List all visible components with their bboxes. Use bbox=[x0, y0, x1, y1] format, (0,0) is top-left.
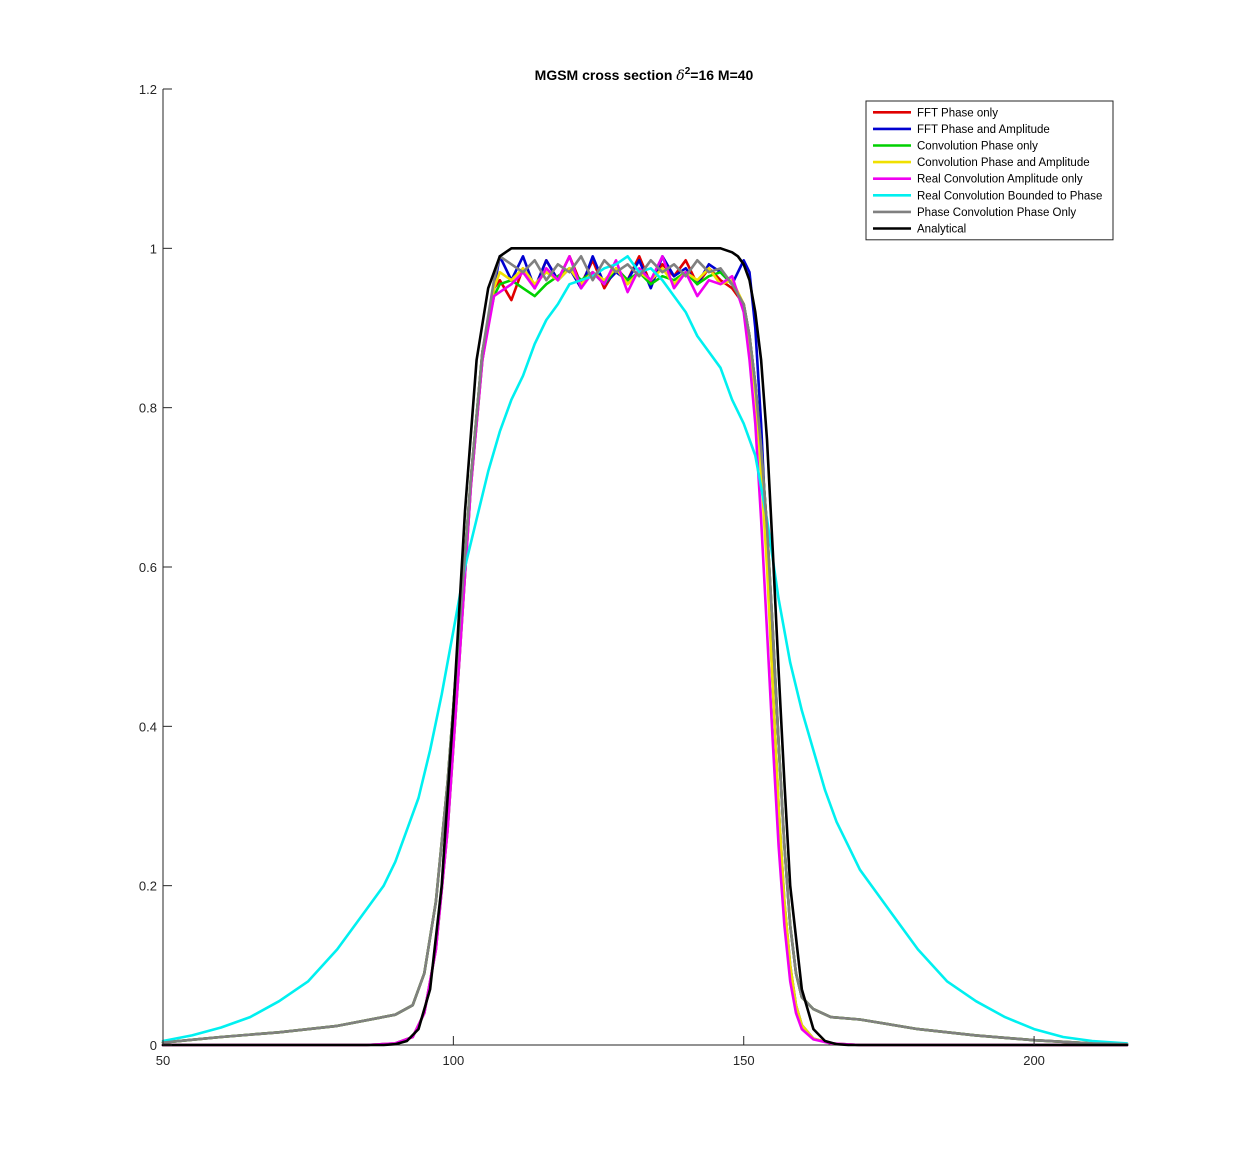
y-tick-label: 1 bbox=[150, 241, 157, 256]
x-tick-label: 150 bbox=[733, 1053, 755, 1068]
legend-label-3: Convolution Phase only bbox=[917, 141, 1038, 153]
x-tick-label: 200 bbox=[1023, 1053, 1045, 1068]
chart-title: MGSM cross section δ2=16 M=40 bbox=[535, 66, 754, 84]
series-line-5 bbox=[161, 254, 1129, 1047]
plot-lines bbox=[161, 247, 1129, 1047]
y-tick-label: 0.4 bbox=[139, 719, 157, 734]
x-tick-label: 50 bbox=[156, 1053, 170, 1068]
legend-label-1: FFT Phase only bbox=[917, 107, 998, 119]
series-line-1 bbox=[161, 254, 1129, 1046]
series-line-4 bbox=[161, 266, 1129, 1047]
y-tick-label: 0.2 bbox=[139, 879, 157, 894]
chart-title-delta: δ bbox=[676, 68, 684, 84]
chart-title-prefix: MGSM cross section bbox=[535, 67, 677, 83]
legend-label-6: Real Convolution Bounded to Phase bbox=[917, 190, 1102, 202]
series-line-6 bbox=[161, 254, 1129, 1045]
series-line-7 bbox=[161, 254, 1129, 1046]
series-line-3 bbox=[161, 266, 1129, 1046]
y-tick-label: 0.6 bbox=[139, 560, 157, 575]
y-tick-label: 1.2 bbox=[139, 82, 157, 97]
legend-label-5: Real Convolution Amplitude only bbox=[917, 174, 1083, 186]
y-tick-label: 0 bbox=[150, 1038, 157, 1053]
legend-label-7: Phase Convolution Phase Only bbox=[917, 207, 1076, 219]
tick-labels: 0 0.2 0.4 0.6 0.8 1 1.2 50 100 150 200 bbox=[139, 82, 1045, 1068]
legend-label-2: FFT Phase and Amplitude bbox=[917, 124, 1050, 136]
y-tick-label: 0.8 bbox=[139, 401, 157, 416]
legend-label-8: Analytical bbox=[917, 224, 966, 236]
legend: FFT Phase only FFT Phase and Amplitude Con… bbox=[865, 100, 1114, 241]
legend-box bbox=[865, 100, 1114, 241]
series-line-2 bbox=[161, 254, 1129, 1047]
x-tick-label: 100 bbox=[443, 1053, 465, 1068]
legend-label-4: Convolution Phase and Amplitude bbox=[917, 157, 1090, 169]
chart-title-suffix: =16 M=40 bbox=[690, 67, 753, 83]
series-line-8 bbox=[161, 247, 1129, 1047]
chart-title-exponent: 2 bbox=[685, 66, 691, 77]
